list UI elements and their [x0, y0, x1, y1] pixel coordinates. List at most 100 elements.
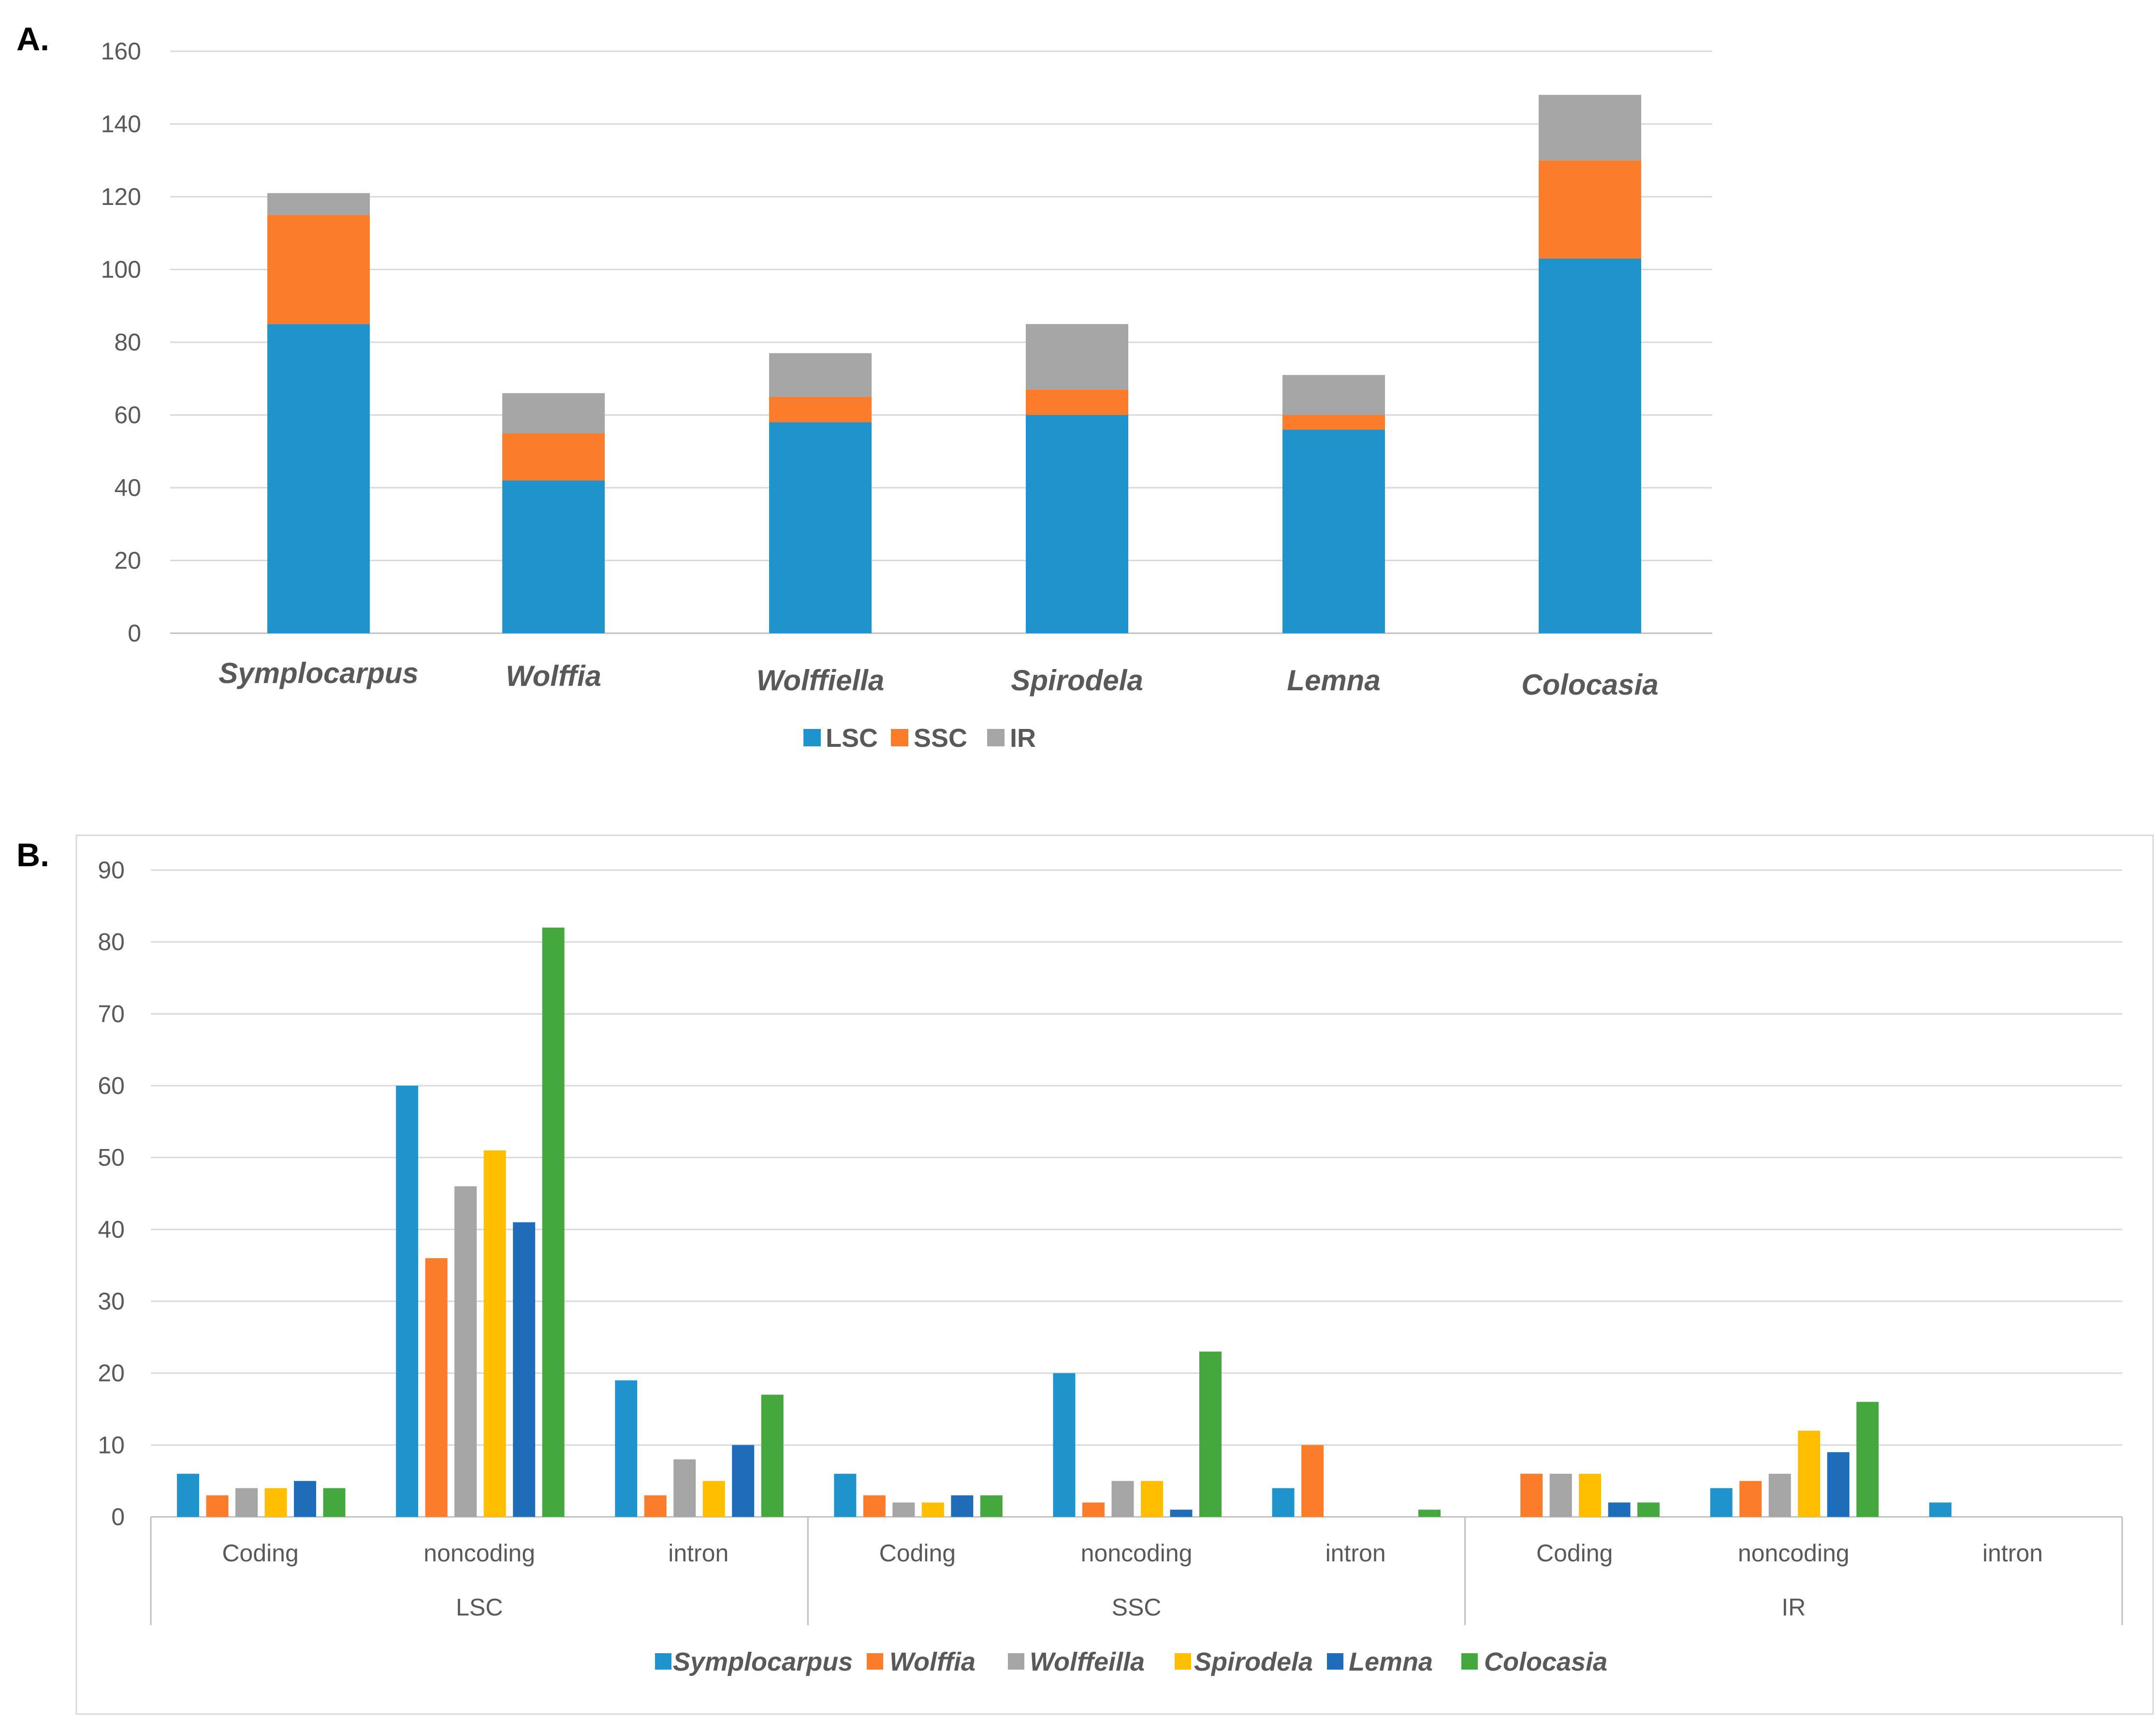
panel-b-y-ticks: 0 10 20 30 40 50 60 70 80 90	[98, 857, 125, 1530]
bar-ssc-coding-colocasia	[980, 1495, 1003, 1517]
panel-b-bars	[177, 927, 1952, 1517]
bar-lsc-coding-lemna	[294, 1481, 316, 1517]
bar-ir-intron-symplocarpus	[1929, 1502, 1952, 1517]
legend-label-lsc: LSC	[826, 724, 878, 753]
panel-b-x-labels: Coding noncoding intron Coding noncoding intr…	[150, 1517, 2123, 1625]
panel-b-y-tick-label: 0	[111, 1503, 125, 1530]
bar-ir-noncoding-symplocarpus	[1710, 1488, 1733, 1517]
bar-wolffiella-lsc	[769, 422, 872, 633]
bar-lsc-intron-wolffeilla	[673, 1459, 696, 1517]
panel-b-y-tick-label: 10	[98, 1431, 125, 1458]
panel-b-label: B.	[16, 837, 49, 873]
bar-ssc-intron-colocasia	[1418, 1510, 1441, 1517]
panel-a-y-ticks: 0 20 40 60 80 100 120 140 160	[101, 38, 141, 647]
panel-b-x-label-noncoding: noncoding	[1738, 1540, 1850, 1567]
panel-b-x-label-noncoding: noncoding	[423, 1540, 535, 1567]
bar-lsc-coding-colocasia	[323, 1488, 346, 1517]
bar-colocasia-lsc	[1539, 258, 1641, 633]
panel-b-chart-border	[75, 834, 2154, 1715]
bar-ir-coding-colocasia	[1637, 1502, 1660, 1517]
panel-a-legend: LSC SSC IR	[803, 724, 1036, 753]
legend-label-colocasia: Colocasia	[1484, 1647, 1607, 1676]
panel-b-group-label-lsc: LSC	[456, 1594, 503, 1621]
bar-ir-noncoding-spirodela	[1798, 1430, 1821, 1517]
bar-ssc-noncoding-lemna	[1170, 1510, 1193, 1517]
bar-wolffia-ir	[502, 393, 605, 434]
panel-a-x-label-wolffiella: Wolffiella	[757, 664, 885, 697]
bar-wolffiella-ir	[769, 353, 872, 397]
bar-lsc-intron-spirodela	[702, 1481, 725, 1517]
bar-lsc-coding-spirodela	[264, 1488, 287, 1517]
bar-ssc-coding-wolffeilla	[892, 1502, 915, 1517]
legend-label-symplocarpus: Symplocarpus	[673, 1647, 853, 1676]
panel-b-x-label-coding: Coding	[222, 1540, 298, 1567]
bar-symplocarpus-ssc	[267, 215, 370, 324]
bar-ssc-coding-wolffia	[863, 1495, 886, 1517]
panel-a-y-tick-label: 120	[101, 183, 141, 210]
panel-a-bars	[267, 95, 1641, 633]
panel-b-x-label-intron: intron	[1326, 1540, 1386, 1567]
bar-spirodela-ssc	[1026, 389, 1128, 415]
legend-swatch-lemna	[1327, 1653, 1343, 1670]
legend-label-spirodela: Spirodela	[1194, 1647, 1313, 1676]
panel-b-y-tick-label: 30	[98, 1288, 125, 1315]
panel-a-x-labels: Symplocarpus Wolffia Wolffiella Spirodela Le…	[219, 657, 1658, 701]
panel-b-y-tick-label: 70	[98, 1000, 125, 1027]
panel-a-y-tick-label: 80	[114, 329, 141, 356]
bar-lsc-coding-wolffia	[206, 1495, 229, 1517]
bar-ssc-noncoding-spirodela	[1140, 1481, 1163, 1517]
panel-a-y-tick-label: 60	[114, 402, 141, 429]
legend-swatch-ssc	[891, 729, 908, 746]
bar-wolffiella-ssc	[769, 396, 872, 422]
legend-swatch-ir	[987, 729, 1005, 746]
bar-lsc-noncoding-lemna	[513, 1222, 536, 1517]
legend-label-wolffeilla: Wolffeilla	[1030, 1647, 1145, 1676]
bar-ir-coding-lemna	[1608, 1502, 1631, 1517]
bar-wolffia-lsc	[502, 480, 605, 633]
legend-label-ir: IR	[1010, 724, 1036, 753]
bar-ssc-noncoding-colocasia	[1199, 1352, 1222, 1517]
bar-lsc-intron-colocasia	[761, 1395, 784, 1517]
legend-label-lemna: Lemna	[1349, 1647, 1433, 1676]
bar-ssc-intron-wolffia	[1301, 1445, 1324, 1517]
legend-label-wolffia: Wolffia	[889, 1647, 976, 1676]
legend-swatch-colocasia	[1461, 1653, 1478, 1670]
bar-ssc-coding-lemna	[951, 1495, 974, 1517]
bar-lemna-ssc	[1282, 415, 1385, 430]
bar-lsc-intron-wolffia	[644, 1495, 667, 1517]
panel-a-chart: A. 0 20 40 60 80 100 120 140 160 Symplocarpus Wol…	[16, 21, 1712, 753]
bar-spirodela-lsc	[1026, 415, 1128, 633]
bar-lsc-coding-symplocarpus	[177, 1473, 199, 1517]
bar-symplocarpus-lsc	[267, 324, 370, 633]
legend-label-ssc: SSC	[914, 724, 967, 753]
panel-b-x-label-intron: intron	[668, 1540, 728, 1567]
panel-b-y-tick-label: 40	[98, 1216, 125, 1243]
panel-b-y-tick-label: 60	[98, 1072, 125, 1099]
panel-b-y-tick-label: 20	[98, 1360, 125, 1387]
bar-lsc-noncoding-colocasia	[542, 927, 565, 1517]
panel-a-label: A.	[16, 21, 49, 58]
bar-ir-noncoding-wolffeilla	[1768, 1473, 1791, 1517]
panel-a-y-tick-label: 100	[101, 256, 141, 283]
bar-lsc-noncoding-spirodela	[483, 1150, 506, 1517]
panel-a-y-tick-label: 40	[114, 474, 141, 501]
panel-a-y-tick-label: 20	[114, 547, 141, 574]
bar-ir-coding-spirodela	[1579, 1473, 1602, 1517]
bar-ir-coding-wolffia	[1520, 1473, 1543, 1517]
bar-wolffia-ssc	[502, 433, 605, 480]
panel-b-x-label-intron: intron	[1982, 1540, 2043, 1567]
bar-colocasia-ssc	[1539, 160, 1641, 259]
bar-lsc-noncoding-symplocarpus	[396, 1086, 419, 1517]
legend-swatch-symplocarpus	[655, 1653, 671, 1670]
panel-b-y-tick-label: 90	[98, 857, 125, 884]
bar-lsc-intron-lemna	[732, 1445, 755, 1517]
legend-swatch-lsc	[803, 729, 821, 746]
bar-ssc-intron-symplocarpus	[1272, 1488, 1295, 1517]
panel-b-x-label-noncoding: noncoding	[1081, 1540, 1193, 1567]
panel-b-group-label-ssc: SSC	[1112, 1594, 1162, 1621]
bar-ssc-noncoding-symplocarpus	[1053, 1373, 1076, 1517]
legend-swatch-wolffeilla	[1008, 1653, 1024, 1670]
panel-a-y-tick-label: 140	[101, 111, 141, 138]
panel-b-y-tick-label: 50	[98, 1144, 125, 1171]
